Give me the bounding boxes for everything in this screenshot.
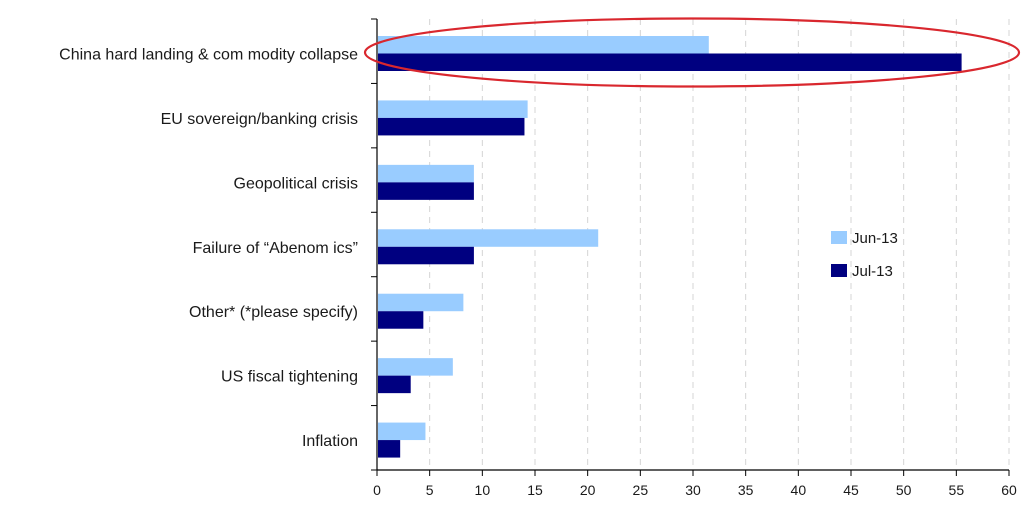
bar-jul-13 bbox=[378, 375, 411, 394]
axes bbox=[371, 18, 1010, 476]
bar-jun-13 bbox=[378, 293, 464, 312]
highlight-layer bbox=[363, 17, 1021, 88]
category-labels: China hard landing & com modity collapse… bbox=[59, 47, 358, 451]
bar-jul-13 bbox=[378, 311, 424, 329]
x-tick-label: 55 bbox=[949, 482, 965, 498]
x-tick-label: 50 bbox=[896, 482, 912, 498]
category-label: US fiscal tightening bbox=[221, 369, 358, 386]
legend: Jun-13 Jul-13 bbox=[831, 230, 898, 280]
x-tick-label: 15 bbox=[527, 482, 543, 498]
x-tick-label: 10 bbox=[475, 482, 491, 498]
highlight-ellipse bbox=[363, 17, 1021, 88]
legend-swatch bbox=[831, 264, 847, 277]
bars bbox=[378, 36, 962, 458]
x-tick-label: 20 bbox=[580, 482, 596, 498]
bar-jun-13 bbox=[378, 164, 474, 183]
bar-jul-13 bbox=[378, 53, 962, 71]
category-label: Geopolitical crisis bbox=[234, 175, 358, 192]
x-tick-label: 30 bbox=[685, 482, 701, 498]
bar-jun-13 bbox=[378, 422, 426, 441]
bar-jul-13 bbox=[378, 117, 525, 136]
bar-jun-13 bbox=[378, 36, 709, 54]
x-tick-label: 60 bbox=[1001, 482, 1017, 498]
category-label: Failure of “Abenom ics” bbox=[193, 240, 358, 257]
legend-label: Jul-13 bbox=[852, 263, 893, 280]
category-label: China hard landing & com modity collapse bbox=[59, 47, 358, 64]
x-tick-label: 25 bbox=[633, 482, 649, 498]
legend-label: Jun-13 bbox=[852, 230, 898, 247]
x-tick-label: 35 bbox=[738, 482, 754, 498]
legend-swatch bbox=[831, 231, 847, 244]
bar-jun-13 bbox=[378, 358, 453, 376]
x-tick-label: 5 bbox=[426, 482, 434, 498]
category-label: Other* (*please specify) bbox=[189, 304, 358, 321]
x-tick-label: 45 bbox=[843, 482, 859, 498]
x-tick-label: 0 bbox=[373, 482, 381, 498]
bar-jul-13 bbox=[378, 440, 401, 458]
x-tick-labels: 0 5 10 15 20 25 30 35 40 45 50 55 60 bbox=[373, 482, 1017, 498]
x-tick-label: 40 bbox=[791, 482, 807, 498]
category-label: Inflation bbox=[302, 433, 358, 450]
bar-jul-13 bbox=[378, 182, 474, 200]
bar-jun-13 bbox=[378, 229, 599, 247]
category-label: EU sovereign/banking crisis bbox=[161, 111, 358, 128]
bar-jul-13 bbox=[378, 246, 474, 265]
bar-jun-13 bbox=[378, 100, 528, 118]
